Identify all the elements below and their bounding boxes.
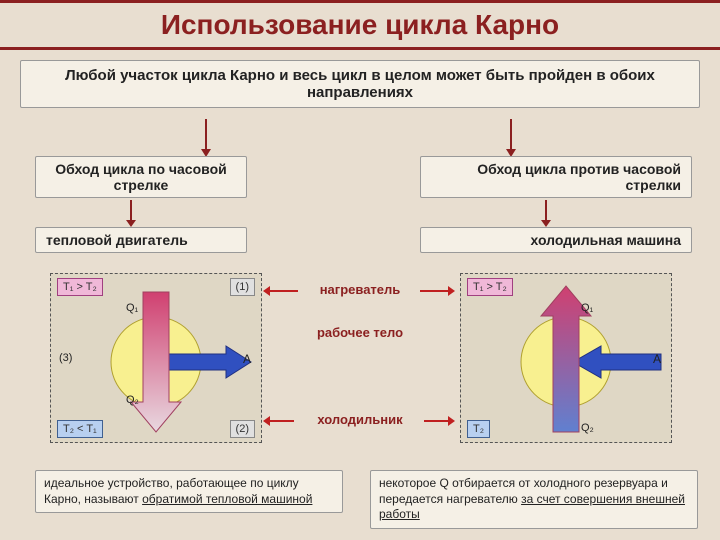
right-diagram-svg xyxy=(461,274,671,442)
left-diagram-svg xyxy=(51,274,261,442)
right-footer: некоторое Q отбирается от холодного резе… xyxy=(370,470,698,529)
arrow-to-right xyxy=(510,119,512,149)
left-q1: Q₁ xyxy=(126,302,138,314)
left-diagram: T₁ > T₂ (1) T₂ < T₁ (2) (3) Q₁ Q₂ A xyxy=(50,273,262,443)
fridge-label: холодильник xyxy=(295,412,425,427)
left-t2: T₂ < T₁ xyxy=(57,420,103,438)
arrow-right-2 xyxy=(545,200,547,220)
left-p1: (1) xyxy=(230,278,255,296)
right-direction-box: Обход цикла против часовой стрелки xyxy=(420,156,692,198)
left-t1: T₁ > T₂ xyxy=(57,278,103,296)
arrow-to-left xyxy=(205,119,207,149)
left-a: A xyxy=(243,352,251,366)
fridge-arrow-l xyxy=(270,420,294,422)
left-p3: (3) xyxy=(59,352,72,364)
left-p2: (2) xyxy=(230,420,255,438)
heater-arrow-l xyxy=(270,290,298,292)
fridge-arrow-r xyxy=(424,420,448,422)
left-footer-underline: обратимой тепловой машиной xyxy=(142,492,312,506)
right-a: A xyxy=(653,352,661,366)
arrow-left-2 xyxy=(130,200,132,220)
left-machine-box: тепловой двигатель xyxy=(35,227,247,253)
left-direction-box: Обход цикла по часовой стрелке xyxy=(35,156,247,198)
heater-label: нагреватель xyxy=(300,282,420,297)
right-machine-box: холодильная машина xyxy=(420,227,692,253)
right-q2: Q₂ xyxy=(581,422,594,434)
right-t1: T₁ > T₂ xyxy=(467,278,513,296)
left-footer: идеальное устройство, работающее по цикл… xyxy=(35,470,343,513)
right-q1: Q₁ xyxy=(581,302,593,314)
right-diagram: T₁ > T₂ T₂ Q₁ Q₂ A xyxy=(460,273,672,443)
page-title: Использование цикла Карно xyxy=(0,3,720,47)
left-q2: Q₂ xyxy=(126,394,139,406)
bottom-rule xyxy=(0,47,720,50)
body-label: рабочее тело xyxy=(295,325,425,340)
intro-box: Любой участок цикла Карно и весь цикл в … xyxy=(20,60,700,108)
right-t2: T₂ xyxy=(467,420,490,438)
heater-arrow-r xyxy=(420,290,448,292)
